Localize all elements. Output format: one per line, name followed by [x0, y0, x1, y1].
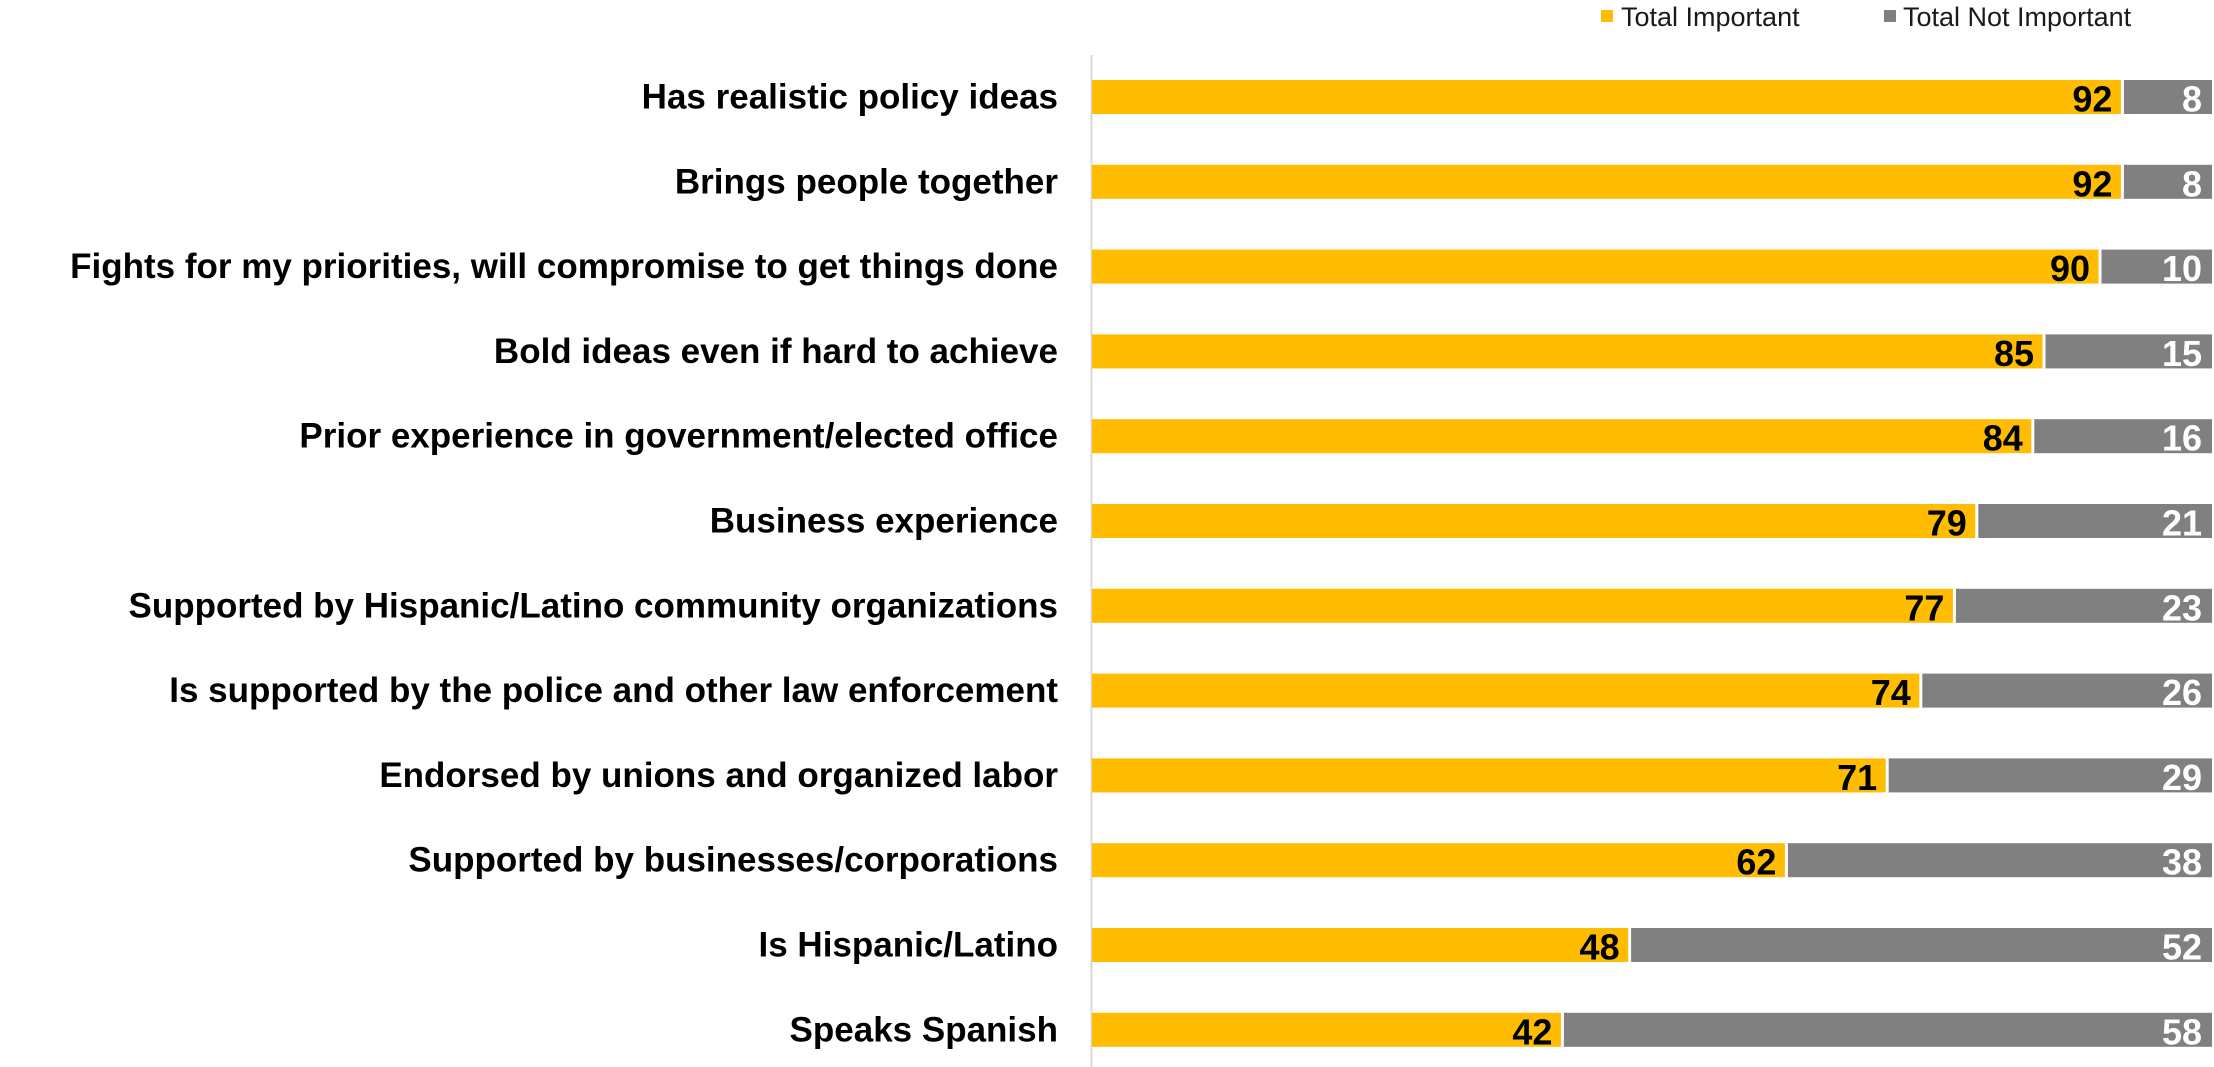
category-label: Fights for my priorities, will compromis…: [70, 247, 1058, 286]
value-label-important: 48: [1580, 927, 1620, 968]
bar-row: Supported by businesses/corporations 62 38: [408, 841, 2212, 883]
category-label: Supported by businesses/corporations: [408, 841, 1058, 880]
bar-not-important: [1562, 1012, 2212, 1047]
category-label: Endorsed by unions and organized labor: [379, 756, 1058, 795]
value-label-important: 42: [1512, 1011, 1552, 1052]
legend-swatch: [1601, 10, 1613, 22]
bar-important: [1092, 588, 1955, 623]
bar-important: [1092, 164, 2123, 199]
category-label: Supported by Hispanic/Latino community o…: [128, 586, 1058, 625]
bar-not-important: [2122, 80, 2212, 114]
bar-important: [1092, 504, 1977, 538]
bar-important: [1092, 334, 2044, 369]
legend-label: Total Important: [1621, 2, 1800, 32]
bar-not-important: [1887, 758, 2212, 793]
value-label-important: 84: [1983, 418, 2023, 459]
value-label-not-important: 26: [2162, 672, 2202, 713]
category-label: Is Hispanic/Latino: [759, 926, 1059, 965]
value-label-important: 92: [2072, 79, 2112, 120]
category-label: Brings people together: [675, 162, 1058, 201]
category-label: Is supported by the police and other law…: [169, 671, 1058, 710]
bar-important: [1092, 419, 2033, 454]
bar-row: Is supported by the police and other law…: [169, 671, 2212, 713]
value-label-important: 79: [1927, 503, 1967, 544]
value-label-not-important: 8: [2182, 79, 2202, 120]
chart-legend: Total Important Total Not Important: [1601, 2, 2132, 32]
category-label: Speaks Spanish: [790, 1010, 1058, 1049]
bar-row: Fights for my priorities, will compromis…: [70, 247, 2212, 289]
bar-important: [1092, 928, 1630, 962]
bar-row: Has realistic policy ideas 92 8: [642, 78, 2212, 120]
legend-label: Total Not Important: [1903, 2, 2132, 32]
bar-important: [1092, 758, 1888, 793]
legend-swatch: [1884, 10, 1896, 22]
bar-important: [1092, 843, 1787, 878]
category-label: Has realistic policy ideas: [642, 78, 1058, 117]
bar-not-important: [1629, 928, 2212, 962]
value-label-not-important: 15: [2162, 333, 2202, 374]
legend-item: Total Not Important: [1884, 2, 2132, 32]
bar-not-important: [2032, 419, 2212, 454]
bar-not-important: [1954, 588, 2212, 623]
bar-row: Business experience 79 21: [710, 502, 2212, 544]
value-label-not-important: 38: [2162, 842, 2202, 883]
value-label-not-important: 8: [2182, 163, 2202, 204]
value-label-not-important: 10: [2162, 248, 2202, 289]
bar-row: Speaks Spanish 42 58: [790, 1010, 2212, 1052]
value-label-important: 71: [1837, 757, 1877, 798]
value-label-important: 90: [2050, 248, 2090, 289]
value-label-important: 62: [1736, 842, 1776, 883]
bar-not-important: [1786, 843, 2212, 878]
value-label-important: 85: [1994, 333, 2034, 374]
category-label: Bold ideas even if hard to achieve: [494, 332, 1058, 371]
value-label-not-important: 29: [2162, 757, 2202, 798]
value-label-not-important: 16: [2162, 418, 2202, 459]
value-label-not-important: 52: [2162, 927, 2202, 968]
value-label-not-important: 23: [2162, 587, 2202, 628]
category-label: Prior experience in government/elected o…: [299, 417, 1058, 456]
bar-important: [1092, 673, 1921, 708]
bar-important: [1092, 249, 2100, 284]
bar-row: Supported by Hispanic/Latino community o…: [128, 586, 2212, 628]
bar-not-important: [2122, 164, 2212, 199]
value-label-not-important: 21: [2162, 503, 2202, 544]
bar-important: [1092, 1012, 1563, 1047]
value-label-important: 74: [1871, 672, 1911, 713]
bar-row: Is Hispanic/Latino 48 52: [759, 926, 2212, 968]
bar-not-important: [1976, 504, 2212, 538]
bar-row: Prior experience in government/elected o…: [299, 417, 2212, 459]
bar-row: Brings people together 92 8: [675, 162, 2212, 204]
bar-row: Bold ideas even if hard to achieve 85 15: [494, 332, 2212, 374]
value-label-important: 92: [2072, 163, 2112, 204]
bar-important: [1092, 80, 2123, 114]
value-label-not-important: 58: [2162, 1011, 2202, 1052]
bar-not-important: [1920, 673, 2212, 708]
bar-row: Endorsed by unions and organized labor 71…: [379, 756, 2212, 798]
legend-item: Total Important: [1601, 2, 1800, 32]
bar-not-important: [2100, 249, 2212, 284]
value-label-important: 77: [1904, 587, 1944, 628]
category-label: Business experience: [710, 502, 1058, 541]
bar-not-important: [2044, 334, 2212, 369]
